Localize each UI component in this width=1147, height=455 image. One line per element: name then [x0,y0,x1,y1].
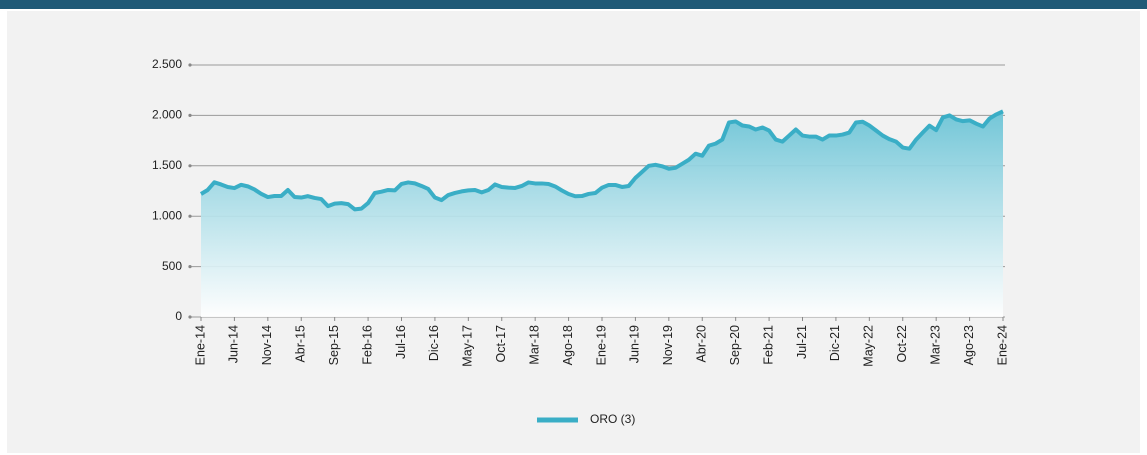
x-tick-label: Dic-21 [828,325,842,361]
x-tick-label: Feb-21 [761,325,775,365]
x-tick-label: Ene-19 [594,325,608,365]
x-tick-label: Jun-14 [227,325,241,363]
x-tick-label: Oct-22 [895,325,909,363]
x-tick-label: Nov-19 [661,325,675,365]
x-tick-label: Abr-20 [695,325,709,363]
x-tick-label: Mar-23 [928,325,942,365]
x-tick-label: Oct-17 [494,325,508,363]
y-tick-mark [188,113,192,117]
y-tick-mark [188,164,192,168]
x-tick-label: Mar-18 [527,325,541,365]
x-tick-label: Jul-16 [394,325,408,359]
x-tick-label: Jun-19 [628,325,642,363]
y-tick-label: 0 [175,309,182,323]
x-tick-label: Abr-15 [294,325,308,363]
y-tick-mark [188,265,192,269]
y-tick-mark [188,63,192,67]
y-tick-label: 1.000 [152,208,182,222]
x-tick-label: Jul-21 [795,325,809,359]
x-tick-label: Sep-15 [327,325,341,365]
y-tick-label: 1.500 [152,158,182,172]
x-tick-label: May-17 [461,325,475,367]
area-fill [201,111,1003,317]
x-tick-label: Ene-24 [995,325,1009,365]
x-tick-label: Ago-23 [962,325,976,365]
x-tick-label: May-22 [862,325,876,367]
x-tick-label: Dic-16 [427,325,441,361]
y-tick-mark [188,315,192,319]
legend-label: ORO (3) [590,412,635,426]
x-tick-label: Feb-16 [360,325,374,365]
x-tick-label: Ene-14 [193,325,207,365]
x-tick-label: Ago-18 [561,325,575,365]
x-tick-label: Nov-14 [260,325,274,365]
x-tick-label: Sep-20 [728,325,742,365]
y-tick-label: 2.000 [152,108,182,122]
y-tick-mark [188,214,192,218]
line [199,109,1004,212]
y-tick-label: 2.500 [152,57,182,71]
top-bar [0,0,1147,9]
y-tick-label: 500 [162,259,182,273]
